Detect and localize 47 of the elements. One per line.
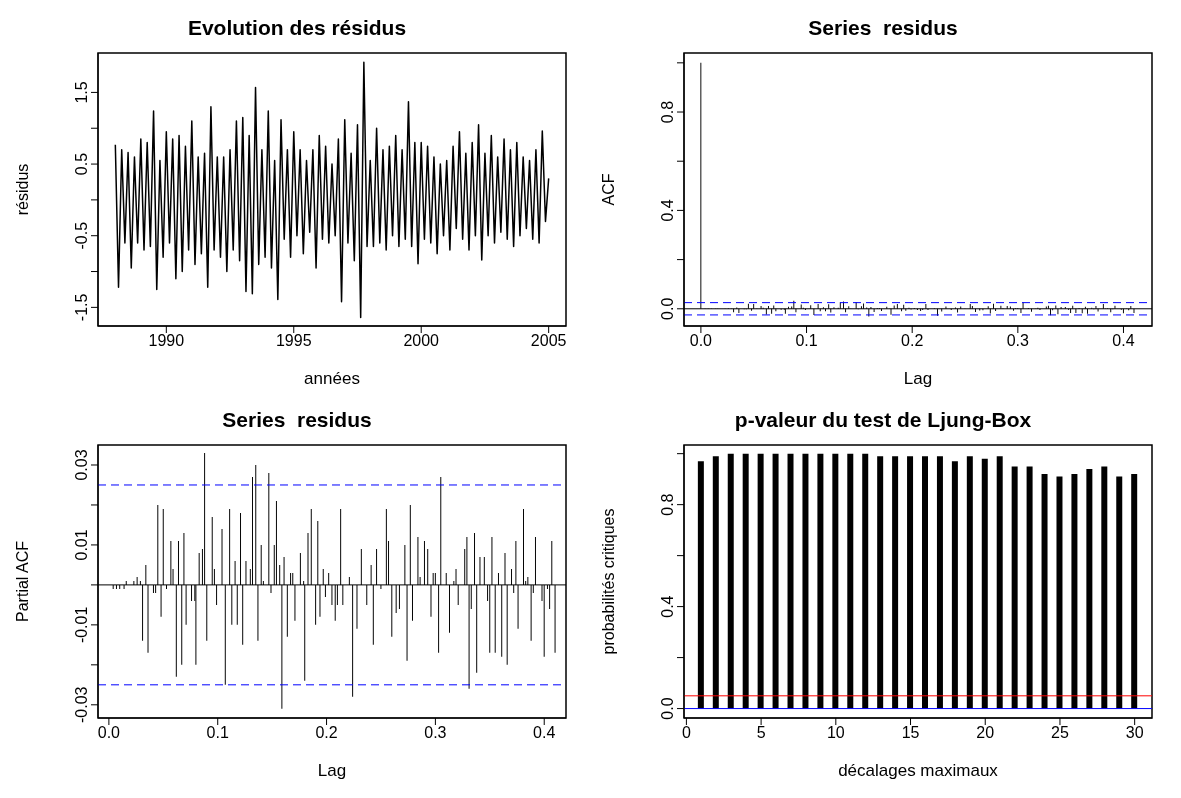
y-tick-label: 1.5 (73, 81, 90, 104)
y-tick-label: 0.8 (659, 100, 676, 124)
x-tick-label: 0.1 (795, 332, 818, 350)
x-tick-label: 20 (976, 724, 995, 742)
x-tick-label: 0.3 (1006, 332, 1030, 350)
x-tick-label: 2005 (530, 332, 567, 350)
chart-title: p-valeur du test de Ljung-Box (733, 407, 1033, 433)
chart-title: Series residus (221, 407, 373, 433)
x-tick-label: 0.3 (424, 724, 447, 742)
x-tick-label: 2000 (403, 332, 440, 350)
x-tick-label: 30 (1125, 724, 1144, 742)
x-tick-label: 0 (681, 724, 691, 742)
y-tick-label: 0.0 (659, 297, 676, 320)
x-tick-label: 0.2 (315, 724, 338, 742)
y-axis-title: Partial ACF (13, 540, 31, 622)
x-tick-label: 1995 (275, 332, 312, 350)
y-tick-label: 0.4 (659, 199, 676, 222)
x-tick-label: 1990 (148, 332, 185, 350)
y-tick-label: 0.5 (73, 152, 90, 176)
y-tick-label: -0.01 (73, 606, 90, 644)
x-tick-label: 0.1 (206, 724, 229, 742)
y-axis-title: résidus (13, 163, 31, 216)
y-tick-label: -0.5 (73, 221, 90, 250)
y-tick-label: 0.01 (73, 529, 90, 561)
x-tick-label: 25 (1051, 724, 1069, 742)
x-tick-label: 0.0 (689, 332, 713, 350)
chart-title: Series residus (807, 15, 959, 41)
y-tick-label: 0.4 (659, 595, 676, 618)
x-axis-title: Lag (317, 761, 347, 780)
y-tick-label: -1.5 (73, 293, 90, 322)
x-tick-label: 0.4 (533, 724, 556, 742)
y-tick-label: 0.0 (659, 697, 676, 720)
x-tick-label: 0.2 (901, 332, 924, 350)
chart-title: Evolution des résidus (186, 15, 408, 41)
x-axis-title: décalages maximaux (838, 761, 999, 780)
x-tick-label: 5 (756, 724, 766, 742)
y-tick-label: -0.03 (73, 686, 90, 724)
y-axis-title: ACF (599, 173, 617, 206)
x-tick-label: 0.0 (97, 724, 121, 742)
x-tick-label: 0.4 (1112, 332, 1135, 350)
y-tick-label: 0.8 (659, 493, 676, 516)
x-tick-label: 10 (826, 724, 845, 742)
x-axis-title: Lag (903, 369, 933, 388)
y-tick-label: 0.03 (73, 449, 90, 481)
x-axis-title: années (304, 369, 360, 388)
y-axis-title: probabilités critiques (599, 508, 617, 655)
x-tick-label: 15 (901, 724, 920, 742)
